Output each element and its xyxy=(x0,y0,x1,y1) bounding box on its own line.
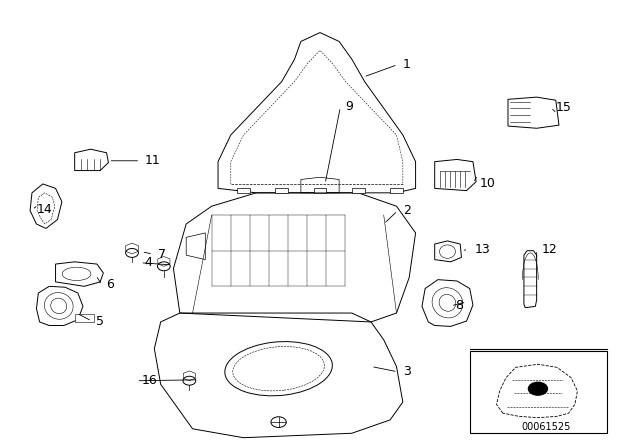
Text: 9: 9 xyxy=(346,100,353,113)
FancyBboxPatch shape xyxy=(237,188,250,193)
FancyBboxPatch shape xyxy=(352,188,365,193)
Text: 8: 8 xyxy=(455,299,463,312)
Text: 2: 2 xyxy=(403,204,411,217)
Text: 7: 7 xyxy=(158,248,166,261)
Text: 1: 1 xyxy=(403,58,411,71)
Text: 00061525: 00061525 xyxy=(522,422,571,431)
Text: 13: 13 xyxy=(474,243,490,256)
Text: 15: 15 xyxy=(556,101,572,114)
FancyBboxPatch shape xyxy=(275,188,288,193)
Text: 11: 11 xyxy=(145,154,161,167)
Text: 5: 5 xyxy=(96,314,104,327)
Text: 3: 3 xyxy=(403,365,411,378)
Text: 6: 6 xyxy=(106,279,115,292)
Circle shape xyxy=(528,382,548,396)
FancyBboxPatch shape xyxy=(470,351,607,433)
Text: 16: 16 xyxy=(141,374,157,387)
Text: 4: 4 xyxy=(144,256,152,269)
Text: 12: 12 xyxy=(541,243,557,256)
FancyBboxPatch shape xyxy=(314,188,326,193)
FancyBboxPatch shape xyxy=(75,314,94,322)
Text: 14: 14 xyxy=(36,203,52,216)
Text: 10: 10 xyxy=(479,177,495,190)
FancyBboxPatch shape xyxy=(390,188,403,193)
